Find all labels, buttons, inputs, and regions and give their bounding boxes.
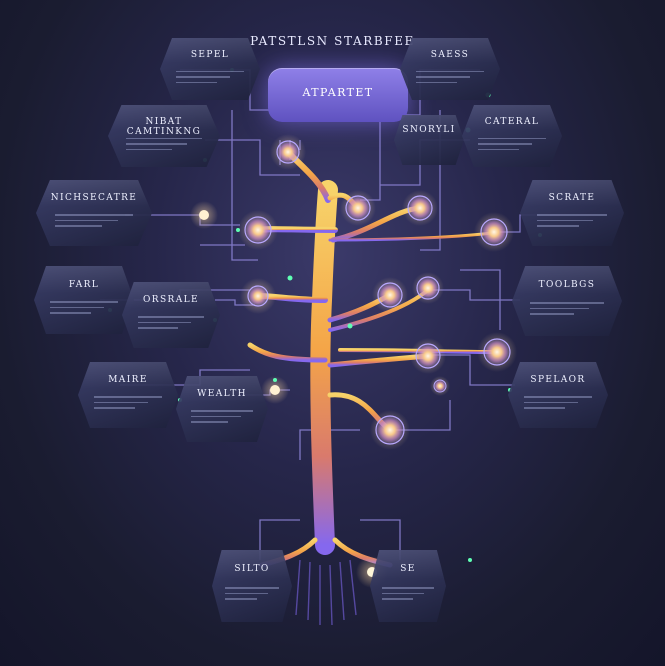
node-card-label: NICHSECATRE — [50, 193, 138, 204]
node-card-label: TOOLBGS — [538, 280, 596, 290]
node-card-text-lines — [137, 312, 205, 333]
tree-node — [416, 276, 440, 300]
node-card-saess: SAESS — [400, 38, 500, 100]
central-node-badge: ATPARTET — [268, 68, 408, 122]
node-card-scrate: SCRATE — [520, 180, 624, 246]
node-card-orsrale: ORSRALE — [122, 282, 220, 348]
node-card-maire: MAIRE — [78, 362, 178, 428]
node-card-farl: FARL — [34, 266, 134, 334]
node-card-text-lines — [416, 67, 484, 88]
node-card-snoryli: SNORYLI — [394, 115, 464, 165]
node-card-text-lines — [190, 406, 254, 427]
node-card-label: CATERAL — [484, 117, 540, 128]
tree-node — [276, 140, 300, 164]
node-card-text-lines — [524, 392, 592, 413]
tree-node — [244, 216, 272, 244]
node-card-nibat-camtinkng: NIBAT CAMTINKNG — [108, 105, 220, 167]
trace — [299, 429, 360, 460]
tree-node — [415, 343, 441, 369]
root-tendrils — [295, 559, 357, 626]
node-card-label: ORSRALE — [143, 295, 199, 306]
node-card-label: SNORYLI — [402, 125, 456, 135]
node-card-label: SILTO — [234, 564, 270, 575]
tree-node — [407, 195, 433, 221]
node-card-label: FARL — [68, 279, 100, 290]
node-card-toolbgs: TOOLBGS — [512, 266, 622, 336]
tree-node — [345, 195, 371, 221]
tree-node — [483, 338, 511, 366]
node-card-label: SPELAOR — [530, 375, 586, 386]
tree-node — [270, 385, 280, 395]
trace — [259, 519, 300, 560]
trace — [430, 354, 515, 386]
node-card-text-lines — [478, 134, 546, 155]
node-card-spelaor: SPELAOR — [508, 362, 608, 428]
node-card-text-lines — [176, 67, 244, 88]
node-card-wealth: WEALTH — [176, 376, 268, 442]
node-card-text-lines — [125, 134, 203, 155]
tree-node — [433, 379, 447, 393]
tree-branches — [247, 149, 497, 603]
node-card-label: NIBAT CAMTINKNG — [126, 117, 202, 138]
trace — [360, 519, 401, 560]
tree-node — [375, 415, 405, 445]
node-card-text-lines — [54, 210, 134, 231]
node-card-text-lines — [50, 297, 118, 318]
tree-node — [247, 285, 269, 307]
node-card-se: SE — [370, 550, 446, 622]
node-card-label: WEALTH — [197, 389, 247, 400]
node-card-text-lines — [536, 210, 608, 231]
trace — [460, 269, 501, 330]
node-card-sepel: SEPEL — [160, 38, 260, 100]
node-card-text-lines — [224, 583, 280, 604]
trace — [360, 120, 381, 201]
tree-node — [377, 282, 403, 308]
trace — [231, 110, 258, 261]
node-card-label: SEPEL — [190, 50, 230, 61]
node-card-label: SAESS — [430, 50, 470, 61]
central-node-label: ATPARTET — [302, 86, 374, 99]
node-card-label: SCRATE — [548, 193, 596, 204]
node-card-label: SE — [400, 564, 416, 575]
node-card-silto: SILTO — [212, 550, 292, 622]
node-card-cateral: CATERAL — [462, 105, 562, 167]
node-card-label: MAIRE — [108, 375, 148, 386]
node-card-text-lines — [382, 583, 434, 604]
node-card-nichsecatre: NICHSECATRE — [36, 180, 152, 246]
tree-node — [480, 218, 508, 246]
node-card-text-lines — [94, 392, 162, 413]
node-card-text-lines — [529, 298, 605, 319]
page-title: PATSTLSN STARBFEE — [250, 34, 415, 48]
trace — [430, 289, 520, 301]
tree-node — [199, 210, 209, 220]
